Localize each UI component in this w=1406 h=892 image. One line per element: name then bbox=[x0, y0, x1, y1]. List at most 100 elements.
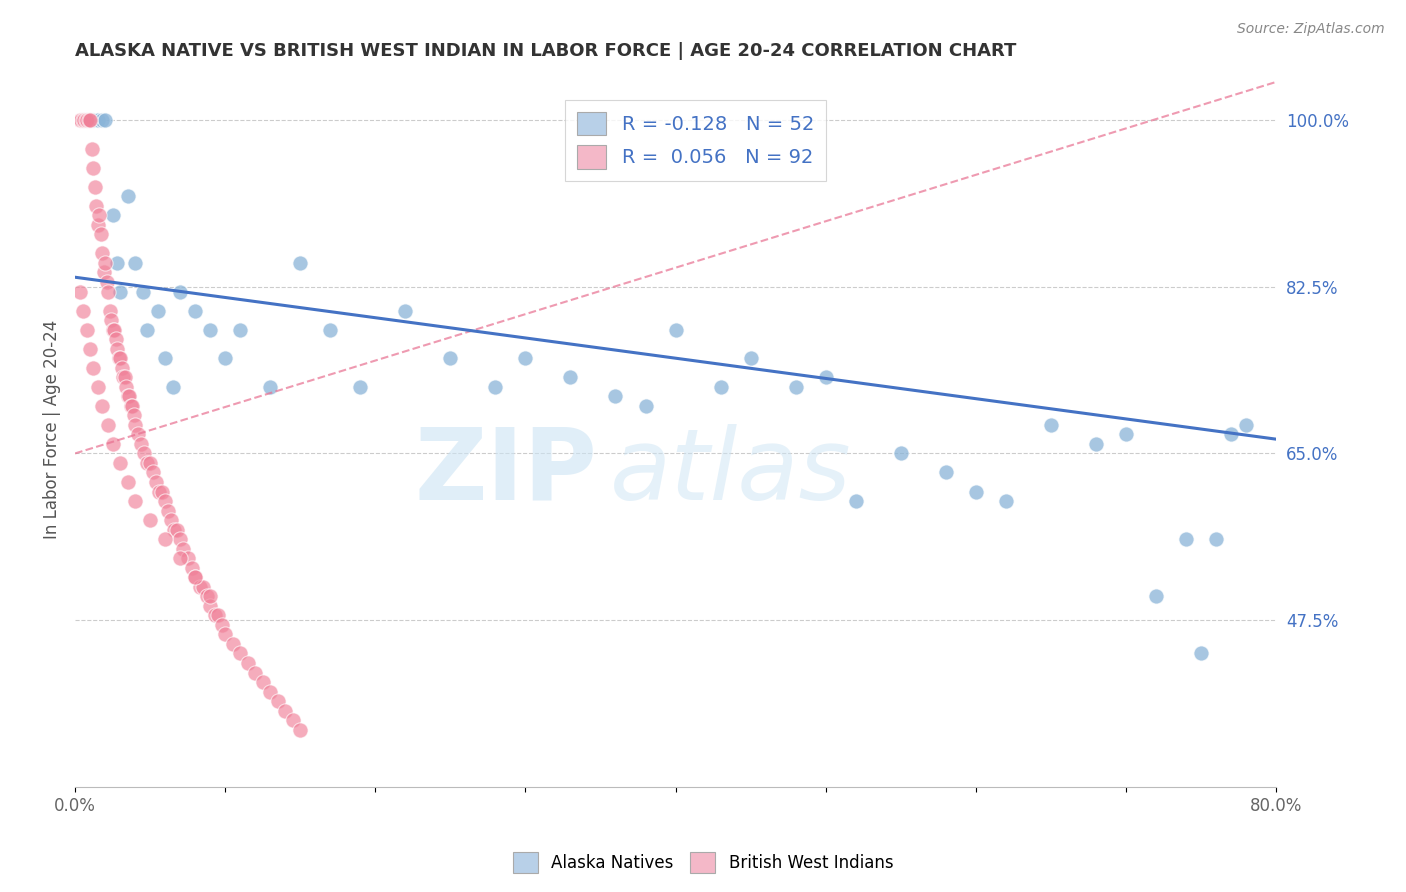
Point bbox=[176, 551, 198, 566]
Point bbox=[97, 285, 120, 299]
Point bbox=[91, 113, 114, 128]
Point bbox=[1189, 647, 1212, 661]
Point bbox=[1175, 532, 1198, 546]
Text: ALASKA NATIVE VS BRITISH WEST INDIAN IN LABOR FORCE | AGE 20-24 CORRELATION CHAR: ALASKA NATIVE VS BRITISH WEST INDIAN IN … bbox=[75, 42, 1017, 60]
Point bbox=[107, 351, 129, 366]
Point bbox=[184, 570, 207, 584]
Point bbox=[72, 113, 94, 128]
Point bbox=[115, 380, 138, 394]
Point bbox=[605, 389, 627, 403]
Point bbox=[166, 523, 188, 537]
Point bbox=[98, 303, 121, 318]
Point bbox=[83, 179, 105, 194]
Point bbox=[229, 647, 252, 661]
Point bbox=[1220, 427, 1243, 442]
Point bbox=[935, 466, 957, 480]
Point bbox=[76, 113, 98, 128]
Point bbox=[79, 342, 101, 356]
Point bbox=[484, 380, 506, 394]
Point bbox=[163, 523, 186, 537]
Point bbox=[319, 323, 342, 337]
Point bbox=[101, 437, 124, 451]
Point bbox=[181, 560, 204, 574]
Point bbox=[214, 627, 236, 641]
Point bbox=[108, 351, 131, 366]
Point bbox=[229, 323, 252, 337]
Point bbox=[710, 380, 733, 394]
Point bbox=[79, 113, 101, 128]
Point bbox=[69, 113, 91, 128]
Point bbox=[75, 113, 97, 128]
Point bbox=[96, 275, 118, 289]
Point bbox=[82, 113, 104, 128]
Point bbox=[634, 399, 657, 413]
Point bbox=[80, 142, 103, 156]
Point bbox=[117, 475, 139, 489]
Point bbox=[1234, 417, 1257, 432]
Point bbox=[120, 399, 142, 413]
Point bbox=[252, 675, 274, 690]
Point bbox=[243, 665, 266, 680]
Point bbox=[198, 599, 221, 613]
Point bbox=[146, 303, 169, 318]
Point bbox=[1205, 532, 1227, 546]
Point bbox=[145, 475, 167, 489]
Point bbox=[1084, 437, 1107, 451]
Point bbox=[153, 494, 176, 508]
Point bbox=[236, 656, 259, 670]
Point bbox=[1115, 427, 1137, 442]
Point bbox=[191, 580, 214, 594]
Point bbox=[290, 723, 312, 737]
Point bbox=[1144, 590, 1167, 604]
Point bbox=[142, 466, 165, 480]
Point bbox=[118, 389, 141, 403]
Point bbox=[157, 503, 180, 517]
Point bbox=[439, 351, 461, 366]
Point bbox=[169, 532, 191, 546]
Point bbox=[72, 303, 94, 318]
Point bbox=[560, 370, 582, 384]
Point bbox=[70, 113, 93, 128]
Point bbox=[114, 370, 136, 384]
Point bbox=[740, 351, 762, 366]
Text: ZIP: ZIP bbox=[415, 424, 598, 521]
Point bbox=[814, 370, 837, 384]
Point bbox=[117, 389, 139, 403]
Point bbox=[169, 285, 191, 299]
Point bbox=[86, 380, 108, 394]
Point bbox=[207, 608, 229, 623]
Point bbox=[100, 313, 122, 327]
Point bbox=[131, 285, 153, 299]
Point bbox=[93, 265, 115, 279]
Point bbox=[105, 342, 128, 356]
Point bbox=[1039, 417, 1062, 432]
Point bbox=[86, 113, 108, 128]
Point bbox=[79, 113, 101, 128]
Point bbox=[204, 608, 226, 623]
Point bbox=[845, 494, 868, 508]
Point bbox=[124, 417, 146, 432]
Point bbox=[112, 370, 135, 384]
Point bbox=[184, 303, 207, 318]
Point bbox=[172, 541, 194, 556]
Point bbox=[281, 713, 304, 727]
Point bbox=[139, 456, 162, 470]
Point bbox=[122, 409, 145, 423]
Point bbox=[103, 323, 125, 337]
Point bbox=[87, 208, 110, 222]
Point bbox=[124, 494, 146, 508]
Point bbox=[91, 399, 114, 413]
Point bbox=[90, 227, 112, 242]
Point bbox=[214, 351, 236, 366]
Text: atlas: atlas bbox=[609, 424, 851, 521]
Point bbox=[150, 484, 173, 499]
Point bbox=[136, 456, 159, 470]
Point bbox=[132, 446, 155, 460]
Point bbox=[121, 399, 143, 413]
Point bbox=[195, 590, 218, 604]
Point bbox=[117, 189, 139, 203]
Point bbox=[221, 637, 243, 651]
Point bbox=[515, 351, 537, 366]
Point bbox=[160, 513, 183, 527]
Point bbox=[290, 256, 312, 270]
